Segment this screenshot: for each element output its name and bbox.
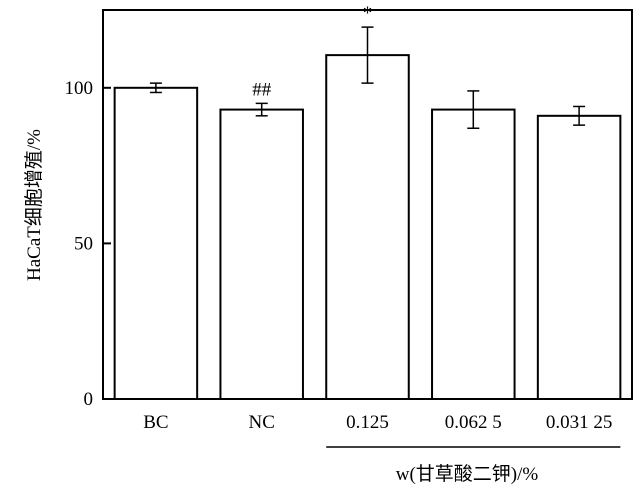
x-axis-label: w(甘草酸二钾)/%	[396, 463, 539, 485]
significance-label: ##	[252, 79, 272, 100]
x-axis: BC NC 0.125 0.062 5 0.031 25	[143, 412, 612, 433]
y-tick-label: 50	[74, 233, 93, 254]
y-tick-label: 100	[65, 78, 94, 99]
y-axis: 0 50 100	[65, 78, 111, 410]
significance-label: *	[363, 3, 373, 24]
bar	[219, 108, 304, 400]
bar	[431, 108, 516, 400]
bar	[113, 86, 199, 401]
bar	[536, 114, 622, 400]
x-tick-label: 0.062 5	[445, 412, 502, 433]
x-tick-label: 0.125	[346, 412, 389, 433]
x-tick-label: NC	[248, 412, 274, 433]
bar	[325, 54, 410, 401]
y-tick-label: 0	[84, 389, 94, 410]
x-tick-label: 0.031 25	[546, 412, 613, 433]
x-tick-label: BC	[143, 412, 168, 433]
y-axis-label: HaCaT细胞增殖/%	[23, 129, 45, 281]
bars-layer: ## *	[113, 3, 622, 401]
